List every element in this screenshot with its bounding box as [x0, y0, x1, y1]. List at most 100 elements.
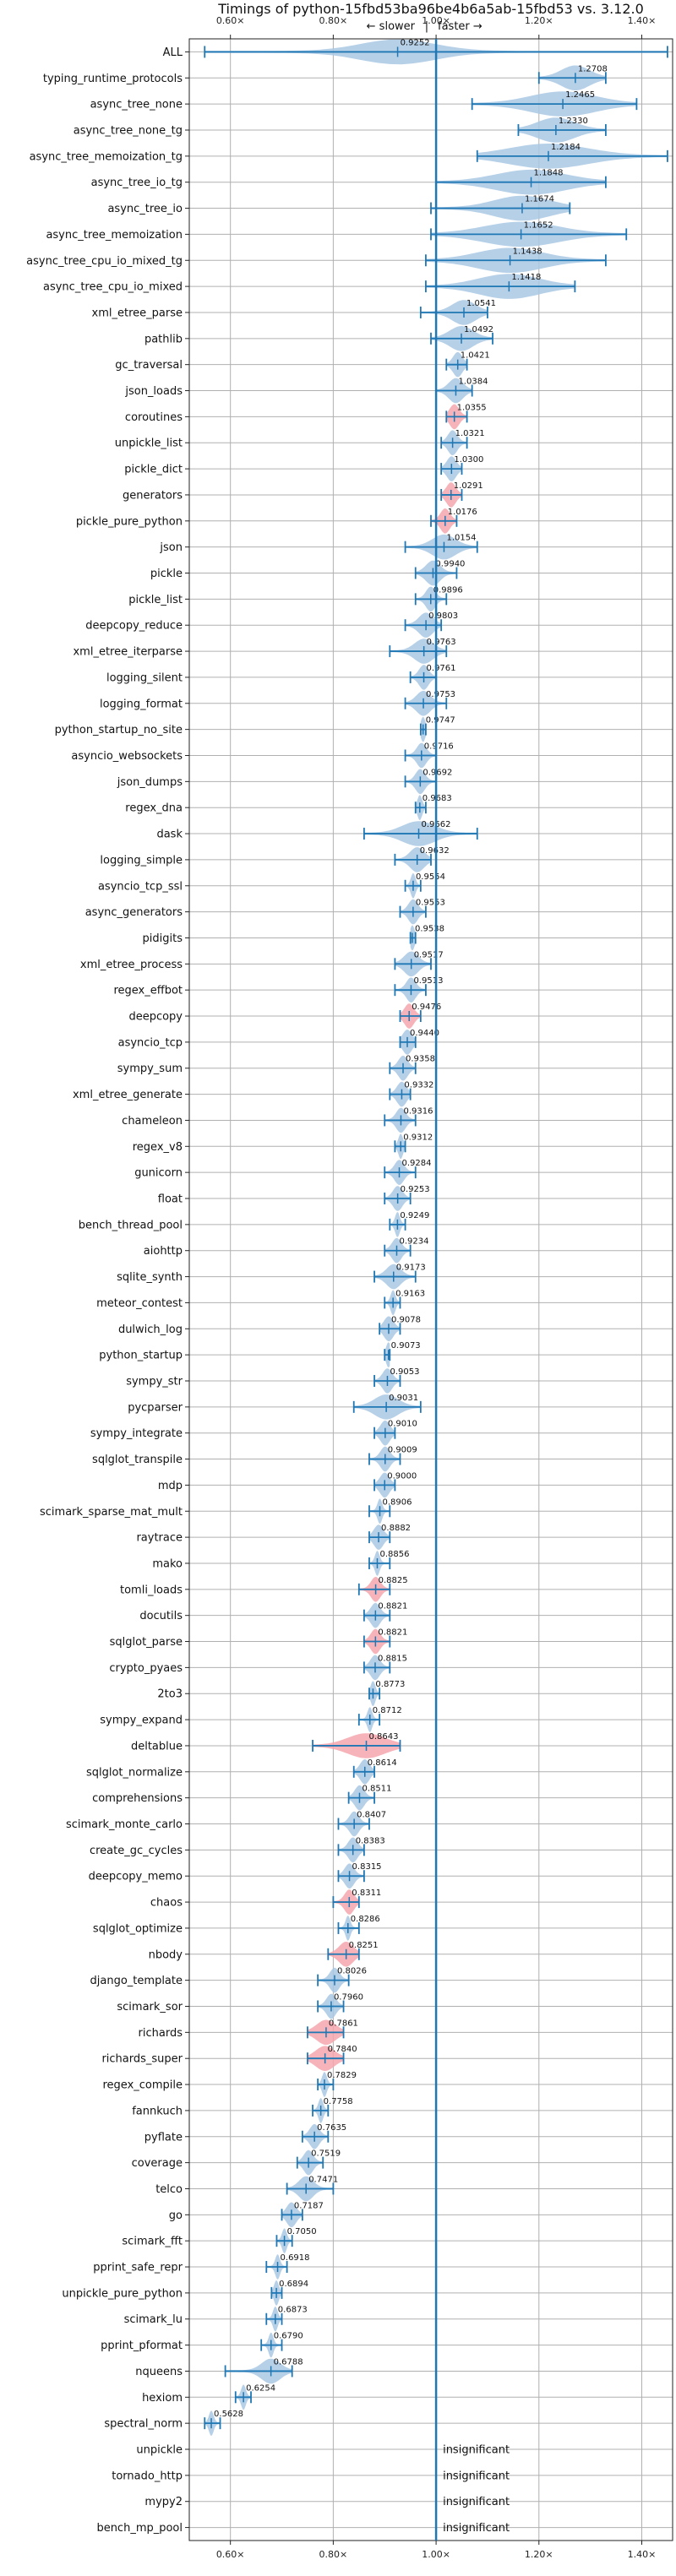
value-label: 0.7050 — [287, 2227, 317, 2236]
value-label: 0.8821 — [378, 1602, 407, 1611]
value-label: 0.9010 — [388, 1420, 417, 1429]
value-label: 0.9940 — [435, 560, 465, 569]
value-label: 0.6894 — [279, 2280, 308, 2289]
value-label: 0.9234 — [399, 1237, 428, 1247]
insignificant-label: insignificant — [443, 2496, 510, 2508]
value-label: 0.8251 — [349, 1941, 379, 1950]
value-label: 0.9896 — [433, 585, 463, 595]
benchmark-label: mako — [152, 1557, 183, 1570]
benchmark-label: telco — [155, 2183, 183, 2196]
value-label: 1.0541 — [466, 299, 496, 308]
benchmark-label: regex_dna — [125, 802, 183, 815]
value-label: 0.9078 — [391, 1315, 421, 1324]
value-label: 0.9803 — [428, 611, 458, 621]
plot-frame — [188, 38, 673, 2541]
benchmark-label: crypto_pyaes — [109, 1662, 183, 1675]
faster-label: faster → — [438, 20, 482, 33]
value-label: 0.8311 — [352, 1889, 381, 1898]
benchmark-label: deepcopy — [128, 1011, 183, 1024]
benchmark-label: chaos — [150, 1897, 183, 1910]
value-label: 0.9316 — [403, 1106, 433, 1116]
benchmark-label: scimark_sor — [117, 2001, 183, 2014]
value-label: 0.9554 — [416, 872, 445, 882]
value-label: 0.8643 — [369, 1732, 399, 1742]
benchmark-label: pprint_safe_repr — [93, 2262, 183, 2274]
value-label: 0.9000 — [387, 1471, 417, 1481]
benchmark-label: float — [158, 1193, 183, 1206]
value-label: 0.8614 — [368, 1758, 397, 1768]
value-label: 0.9284 — [402, 1159, 432, 1168]
benchmark-label: spectral_norm — [104, 2418, 183, 2431]
benchmark-label: chameleon — [122, 1115, 183, 1128]
value-label: 1.2465 — [565, 90, 595, 100]
value-label: 0.7635 — [317, 2123, 346, 2133]
benchmark-label: async_tree_io — [107, 203, 183, 215]
benchmark-label: async_tree_none — [90, 99, 183, 111]
insignificant-label: insignificant — [443, 2444, 510, 2457]
benchmark-label: sqlglot_transpile — [92, 1454, 183, 1466]
benchmark-label: richards — [139, 2027, 183, 2040]
benchmark-label: unpickle_list — [115, 437, 183, 450]
benchmark-label: unpickle_pure_python — [62, 2287, 183, 2300]
benchmark-label: python_startup_no_site — [55, 724, 183, 736]
benchmark-label: python_startup — [99, 1350, 183, 1362]
benchmark-label: mypy2 — [144, 2496, 183, 2508]
benchmark-label: async_generators — [85, 906, 183, 919]
benchmark-label: typing_runtime_protocols — [43, 73, 183, 85]
benchmark-label: sympy_integrate — [90, 1427, 183, 1440]
x-tick-label: 1.20× — [525, 2549, 553, 2560]
benchmark-label: gunicorn — [134, 1167, 183, 1180]
value-label: 0.6788 — [274, 2357, 303, 2367]
value-label: 0.9358 — [406, 1055, 435, 1064]
benchmark-label: nqueens — [135, 2366, 183, 2378]
value-label: 0.9553 — [416, 899, 445, 908]
value-label: 0.8712 — [373, 1706, 402, 1715]
value-label: 0.9440 — [410, 1029, 439, 1038]
benchmark-label: json — [159, 541, 183, 554]
value-label: 0.8856 — [379, 1550, 409, 1559]
benchmark-label: asyncio_tcp — [118, 1036, 183, 1049]
value-label: 0.9009 — [388, 1446, 417, 1455]
benchmark-label: pickle_dict — [124, 464, 183, 476]
value-label: 1.0384 — [458, 378, 488, 387]
value-label: 0.9753 — [426, 690, 455, 699]
value-label: 0.7187 — [294, 2201, 324, 2210]
value-label: 0.6790 — [274, 2332, 303, 2341]
value-label: 0.9249 — [400, 1211, 429, 1220]
benchmark-label: docutils — [139, 1610, 183, 1622]
benchmark-label: regex_v8 — [133, 1141, 183, 1154]
benchmark-label: pprint_pformat — [101, 2340, 183, 2352]
x-tick-label-top: 0.60× — [216, 15, 245, 26]
value-label: 0.8815 — [378, 1654, 407, 1663]
insignificant-label: insignificant — [443, 2470, 510, 2482]
value-label: 0.7829 — [327, 2071, 357, 2080]
benchmark-label: async_tree_memoization — [46, 229, 183, 242]
benchmark-label: bench_mp_pool — [96, 2522, 183, 2535]
benchmark-label: deepcopy_reduce — [85, 620, 183, 633]
benchmark-label: scimark_lu — [124, 2313, 183, 2326]
benchmark-label: pathlib — [144, 333, 183, 345]
benchmark-label: coverage — [132, 2157, 183, 2170]
value-label: 0.7840 — [328, 2045, 357, 2054]
value-label: 0.8407 — [357, 1811, 386, 1820]
value-label: 0.9632 — [420, 846, 450, 856]
benchmark-label: async_tree_none_tg — [74, 124, 183, 137]
benchmark-label: go — [169, 2209, 183, 2222]
value-label: 0.9073 — [391, 1341, 421, 1350]
value-label: 0.8315 — [352, 1862, 382, 1872]
value-label: 0.6918 — [281, 2253, 310, 2263]
value-label: 0.5628 — [214, 2410, 243, 2419]
benchmark-label: pidigits — [143, 932, 183, 945]
benchmark-label: sympy_expand — [100, 1715, 183, 1727]
benchmark-label: logging_simple — [100, 854, 183, 867]
benchmark-label: dulwich_log — [118, 1323, 183, 1336]
benchmark-label: comprehensions — [92, 1792, 183, 1805]
benchmark-label: async_tree_cpu_io_mixed — [43, 281, 183, 294]
value-label: 1.0291 — [454, 481, 483, 491]
value-label: 0.8825 — [379, 1576, 408, 1585]
benchmark-label: meteor_contest — [96, 1297, 183, 1310]
value-label: 1.0176 — [448, 508, 477, 517]
value-label: 0.6254 — [246, 2383, 275, 2393]
value-label: 1.1418 — [511, 273, 541, 282]
benchmark-label: bench_thread_pool — [79, 1219, 183, 1231]
